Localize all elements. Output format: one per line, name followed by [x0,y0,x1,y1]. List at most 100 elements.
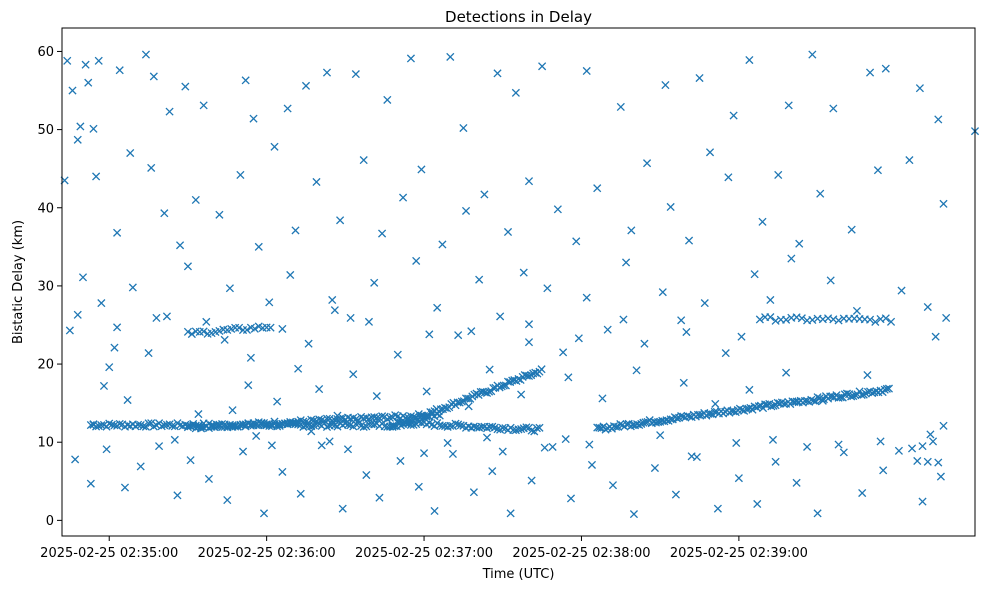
detection-point [330,416,339,425]
detection-point [918,442,927,451]
detection-point [317,441,326,450]
detection-point [438,240,447,249]
detection-point [105,363,114,372]
detection-point [897,286,906,295]
y-axis: 0 10 20 30 40 50 60 [37,45,62,529]
detection-point [713,504,722,513]
detection-point [876,437,885,446]
detection-point [865,68,875,77]
detection-point [89,124,98,133]
detection-point [215,210,224,219]
detection-point [78,273,88,282]
detection-point [183,262,192,271]
detection-point [849,392,858,401]
detection-point [126,148,135,158]
detection-point [433,303,442,312]
detection-point [913,456,922,466]
detection-point [771,457,780,466]
detection-point [254,242,263,251]
detection-point [572,237,581,246]
detection-point [816,189,825,198]
detection-point [362,470,371,480]
detection-point [616,419,625,429]
detection-point [186,421,195,431]
detection-point [155,442,164,451]
detection-point [113,228,122,237]
detection-point [89,420,98,429]
detection-point [110,421,119,430]
detection-point [784,101,793,110]
detection-point [393,350,402,359]
detection-point [795,239,804,248]
detection-point [503,227,513,237]
detection-point [378,229,387,238]
detection-point [859,390,868,399]
detection-point [622,258,631,267]
detection-point [244,381,253,390]
detection-point [375,493,384,502]
detection-point [882,384,891,393]
detection-point [514,374,523,384]
detection-point [152,313,161,323]
detection-point [273,397,282,406]
detection-point [315,385,324,394]
detection-point [818,396,827,405]
detection-point [635,420,644,430]
detection-point [417,165,426,174]
detection-point [753,499,762,509]
detection-point [724,173,733,182]
detection-point [517,425,526,434]
detection-point [259,509,269,518]
detection-point [139,422,148,431]
detection-point [934,115,943,124]
detection-point [671,490,680,499]
detection-point [879,466,888,475]
detection-point [582,293,591,302]
data-points-layer [60,50,980,519]
detection-point [658,288,667,297]
detection-point [700,299,709,308]
detection-point [679,378,688,387]
detection-point [480,190,489,199]
detection-point [181,82,190,91]
detection-point [629,510,638,519]
detection-point [176,241,185,250]
detection-point [372,413,381,423]
detection-point [808,50,817,59]
detection-point [768,435,778,444]
detection-point [160,209,169,218]
detection-point [642,159,652,168]
detection-point [787,254,796,263]
detection-point [199,101,208,110]
x-tick-label: 2025-02-25 02:39:00 [670,546,808,561]
detection-point [338,504,347,513]
detection-point [73,310,82,319]
detection-point [522,423,531,432]
detection-point [86,420,95,430]
detection-point [94,56,103,65]
detection-point [524,371,534,381]
y-axis-label: Bistatic Delay (km) [11,220,26,344]
detection-point [349,370,358,379]
detection-point [548,442,557,451]
detection-point [527,426,536,435]
detection-point [71,455,80,464]
detection-point [123,395,132,405]
detection-point [737,332,746,341]
detection-point [315,415,324,424]
detection-point [301,81,311,90]
detection-point [220,335,229,344]
detection-point [223,495,232,505]
detection-point [307,427,316,436]
detection-point [378,412,387,421]
detection-point [711,399,720,408]
detection-point [391,411,400,420]
detection-point [296,489,305,498]
detection-point [750,270,759,279]
detection-point [436,405,445,414]
detection-point [336,216,345,225]
detection-point [249,114,258,123]
detection-point [884,384,894,393]
detection-point [346,313,355,323]
